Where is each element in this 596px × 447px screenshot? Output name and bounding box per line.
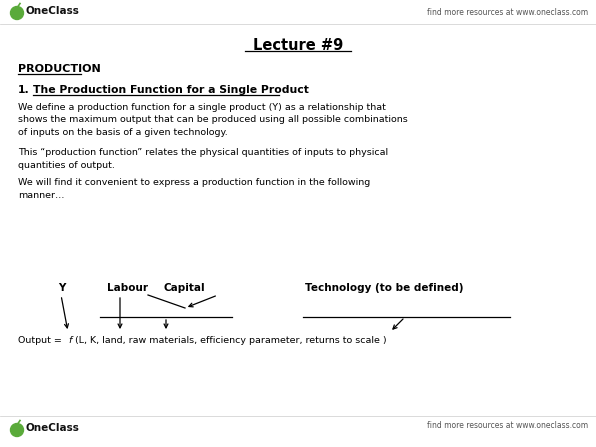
Text: Technology (to be defined): Technology (to be defined) (305, 283, 464, 293)
Text: (L, K, land, raw materials, efficiency parameter, returns to scale ): (L, K, land, raw materials, efficiency p… (75, 336, 387, 345)
Text: We will find it convenient to express a production function in the following
man: We will find it convenient to express a … (18, 178, 370, 199)
Text: This “production function” relates the physical quantities of inputs to physical: This “production function” relates the p… (18, 148, 388, 169)
Text: OneClass: OneClass (26, 423, 80, 433)
Text: Output =: Output = (18, 336, 65, 345)
Text: Y: Y (58, 283, 66, 293)
Circle shape (11, 423, 23, 437)
Text: PRODUCTION: PRODUCTION (18, 64, 101, 74)
Text: OneClass: OneClass (26, 6, 80, 16)
Text: find more resources at www.oneclass.com: find more resources at www.oneclass.com (427, 421, 588, 430)
Text: f: f (68, 336, 72, 345)
Text: Labour: Labour (107, 283, 148, 293)
Text: find more resources at www.oneclass.com: find more resources at www.oneclass.com (427, 8, 588, 17)
Text: Lecture #9: Lecture #9 (253, 38, 343, 53)
Text: We define a production function for a single product (Y) as a relationship that
: We define a production function for a si… (18, 103, 408, 137)
Text: Capital: Capital (163, 283, 204, 293)
Circle shape (11, 7, 23, 20)
Text: The Production Function for a Single Product: The Production Function for a Single Pro… (33, 85, 309, 95)
Text: 1.: 1. (18, 85, 30, 95)
